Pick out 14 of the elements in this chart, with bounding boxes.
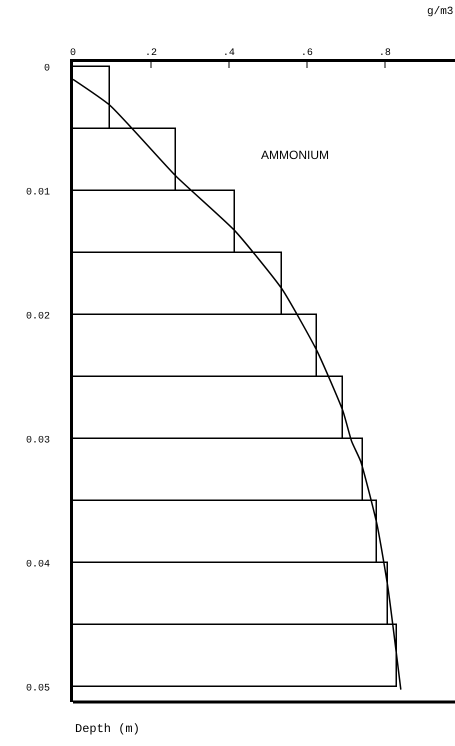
x-tick-label: .2 xyxy=(144,48,157,59)
y-tick-label: 0.05 xyxy=(26,684,50,695)
y-tick-label: 0.04 xyxy=(26,560,50,571)
y-tick-label: 0 xyxy=(44,63,50,74)
y-tick-label: 0.03 xyxy=(26,436,50,447)
x-axis-title: g/m3 xyxy=(427,6,454,18)
annotation: AMMONIUM xyxy=(261,148,329,162)
y-tick-label: 0.02 xyxy=(26,312,50,323)
x-tick-label: .4 xyxy=(222,48,235,59)
x-tick-label: .6 xyxy=(300,48,313,59)
x-tick-label: 0 xyxy=(70,48,76,59)
x-tick-label: .8 xyxy=(378,48,391,59)
y-tick-label: 0.01 xyxy=(26,187,50,198)
text: Depth (m) xyxy=(75,722,140,736)
